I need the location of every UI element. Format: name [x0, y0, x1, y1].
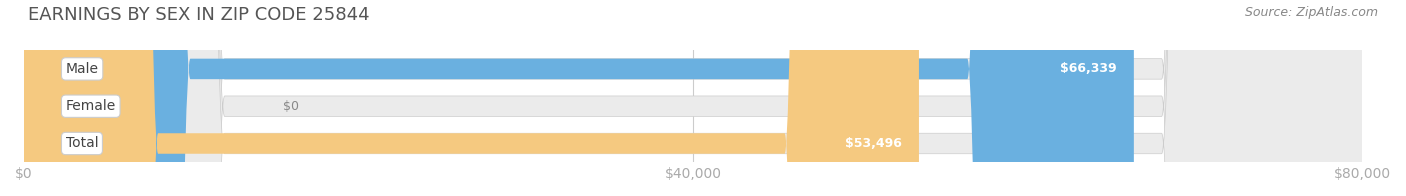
- Text: Female: Female: [66, 99, 115, 113]
- FancyBboxPatch shape: [24, 0, 1362, 196]
- Text: $0: $0: [283, 100, 299, 113]
- Text: Total: Total: [66, 136, 98, 151]
- FancyBboxPatch shape: [24, 0, 1362, 196]
- Text: Male: Male: [66, 62, 98, 76]
- Text: Source: ZipAtlas.com: Source: ZipAtlas.com: [1244, 6, 1378, 19]
- Text: EARNINGS BY SEX IN ZIP CODE 25844: EARNINGS BY SEX IN ZIP CODE 25844: [28, 6, 370, 24]
- FancyBboxPatch shape: [24, 0, 920, 196]
- FancyBboxPatch shape: [24, 0, 1133, 196]
- Text: $66,339: $66,339: [1060, 62, 1118, 75]
- Text: $53,496: $53,496: [845, 137, 903, 150]
- FancyBboxPatch shape: [24, 0, 1362, 196]
